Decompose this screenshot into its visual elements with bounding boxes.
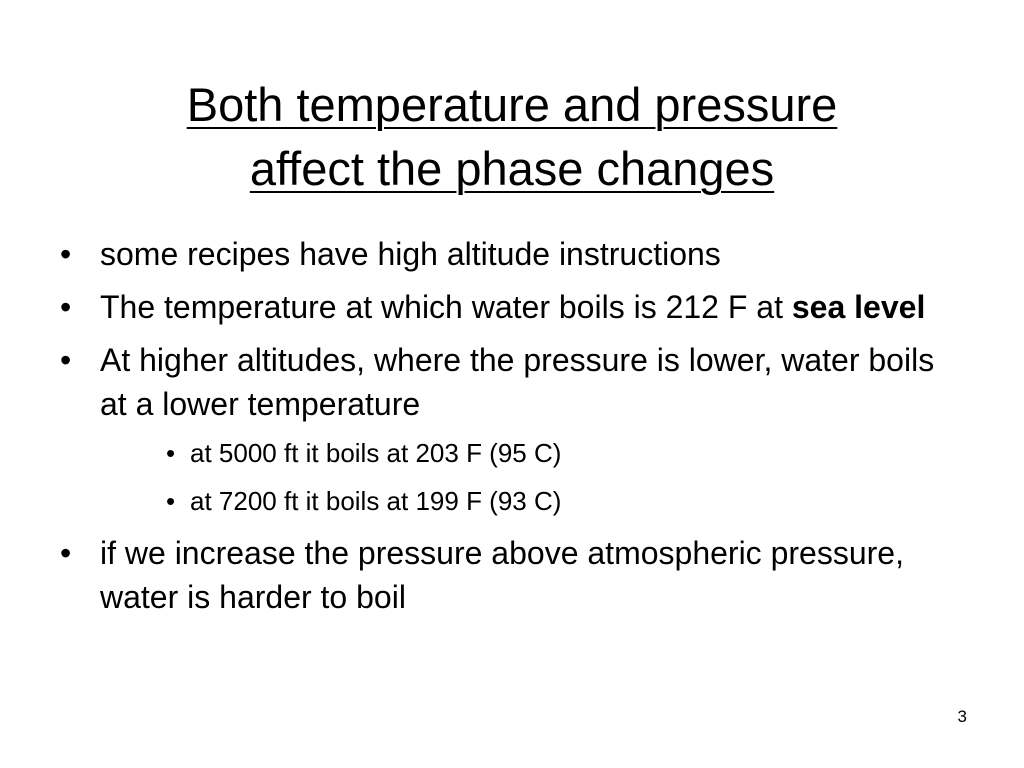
bullet-list: • some recipes have high altitude instru… (0, 232, 1024, 628)
sub-bullet-text: at 7200 ft it boils at 199 F (93 C) (190, 486, 562, 516)
sub-bullet-item: • at 5000 ft it boils at 203 F (95 C) (0, 435, 1024, 471)
bullet-text: if we increase the pressure above atmosp… (100, 535, 904, 615)
sub-bullet-text: at 5000 ft it boils at 203 F (95 C) (190, 438, 562, 468)
bullet-text: At higher altitudes, where the pressure … (100, 342, 935, 422)
bullet-item: • if we increase the pressure above atmo… (0, 531, 1024, 619)
page-number: 3 (957, 707, 967, 726)
bullet-marker: • (60, 535, 72, 571)
bullet-item: • At higher altitudes, where the pressur… (0, 338, 1024, 426)
sub-bullet-marker: • (166, 486, 176, 516)
bullet-bold-text: sea level (791, 289, 926, 325)
slide-title: Both temperature and pressure affect the… (40, 73, 984, 201)
bullet-marker: • (60, 289, 72, 325)
slide-title-line-2: affect the phase changes (249, 142, 775, 196)
slide-title-line-1: Both temperature and pressure (186, 78, 838, 132)
sub-bullet-item: • at 7200 ft it boils at 199 F (93 C) (0, 483, 1024, 519)
bullet-text: The temperature at which water boils is … (100, 289, 792, 325)
sub-bullet-marker: • (166, 438, 176, 468)
bullet-marker: • (60, 236, 72, 272)
bullet-text: some recipes have high altitude instruct… (100, 236, 721, 272)
bullet-marker: • (60, 342, 72, 378)
bullet-item: • some recipes have high altitude instru… (0, 232, 1024, 276)
bullet-item: • The temperature at which water boils i… (0, 285, 1024, 329)
